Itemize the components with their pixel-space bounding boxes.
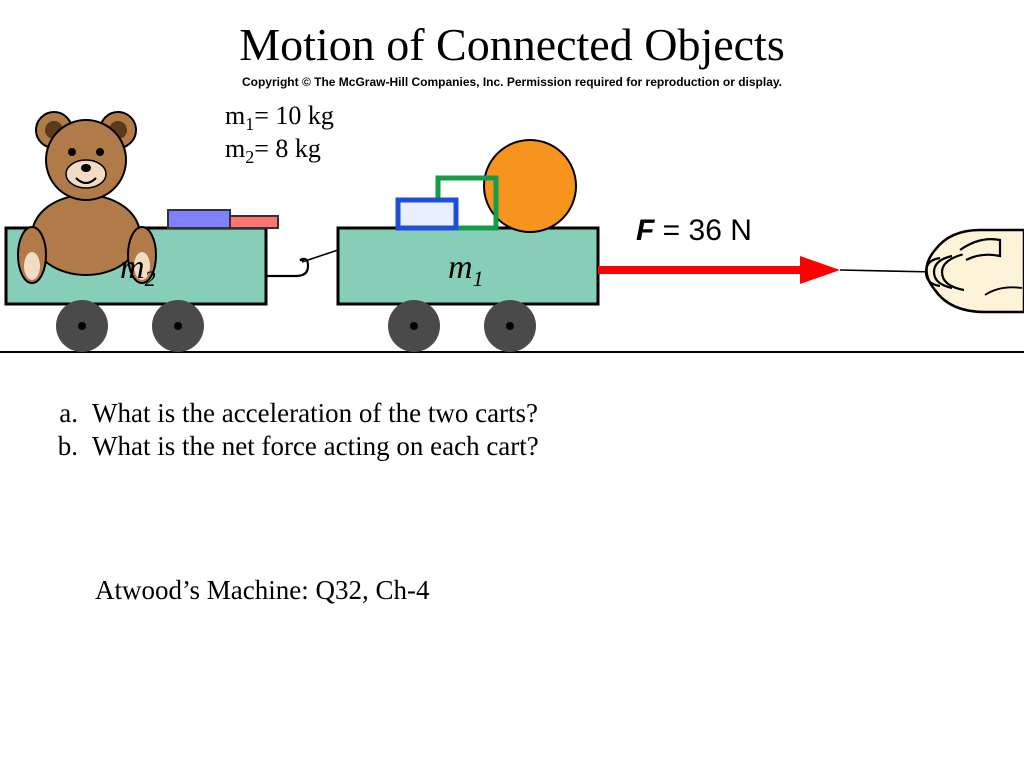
question-a: a. What is the acceleration of the two c… [30,398,539,429]
coupling-string [302,250,338,262]
question-a-text: What is the acceleration of the two cart… [92,398,538,429]
question-b: b. What is the net force acting on each … [30,431,539,462]
cart1-wheel-right-hub [506,322,514,330]
questions-block: a. What is the acceleration of the two c… [30,398,539,464]
cart2-wheel-left-hub [78,322,86,330]
question-b-text: What is the net force acting on each car… [92,431,539,462]
blue-box [398,200,456,228]
cart2-book-red [230,216,278,228]
force-label: F = 36 N [636,214,752,247]
cart2-book-blue [168,210,230,228]
footer-note: Atwood’s Machine: Q32, Ch-4 [95,575,429,606]
question-b-letter: b. [30,431,92,462]
hand-icon [926,230,1024,312]
copyright-line: Copyright © The McGraw-Hill Companies, I… [0,75,1024,89]
pull-string [840,270,936,272]
question-a-letter: a. [30,398,92,429]
diagram-figure: m2 m1 F = 36 N [0,100,1024,360]
cart2-wheel-right-hub [174,322,182,330]
cart1-wheel-left-hub [410,322,418,330]
coupling-hook [266,259,308,276]
force-arrow-head [800,256,840,284]
page-title: Motion of Connected Objects [0,0,1024,71]
